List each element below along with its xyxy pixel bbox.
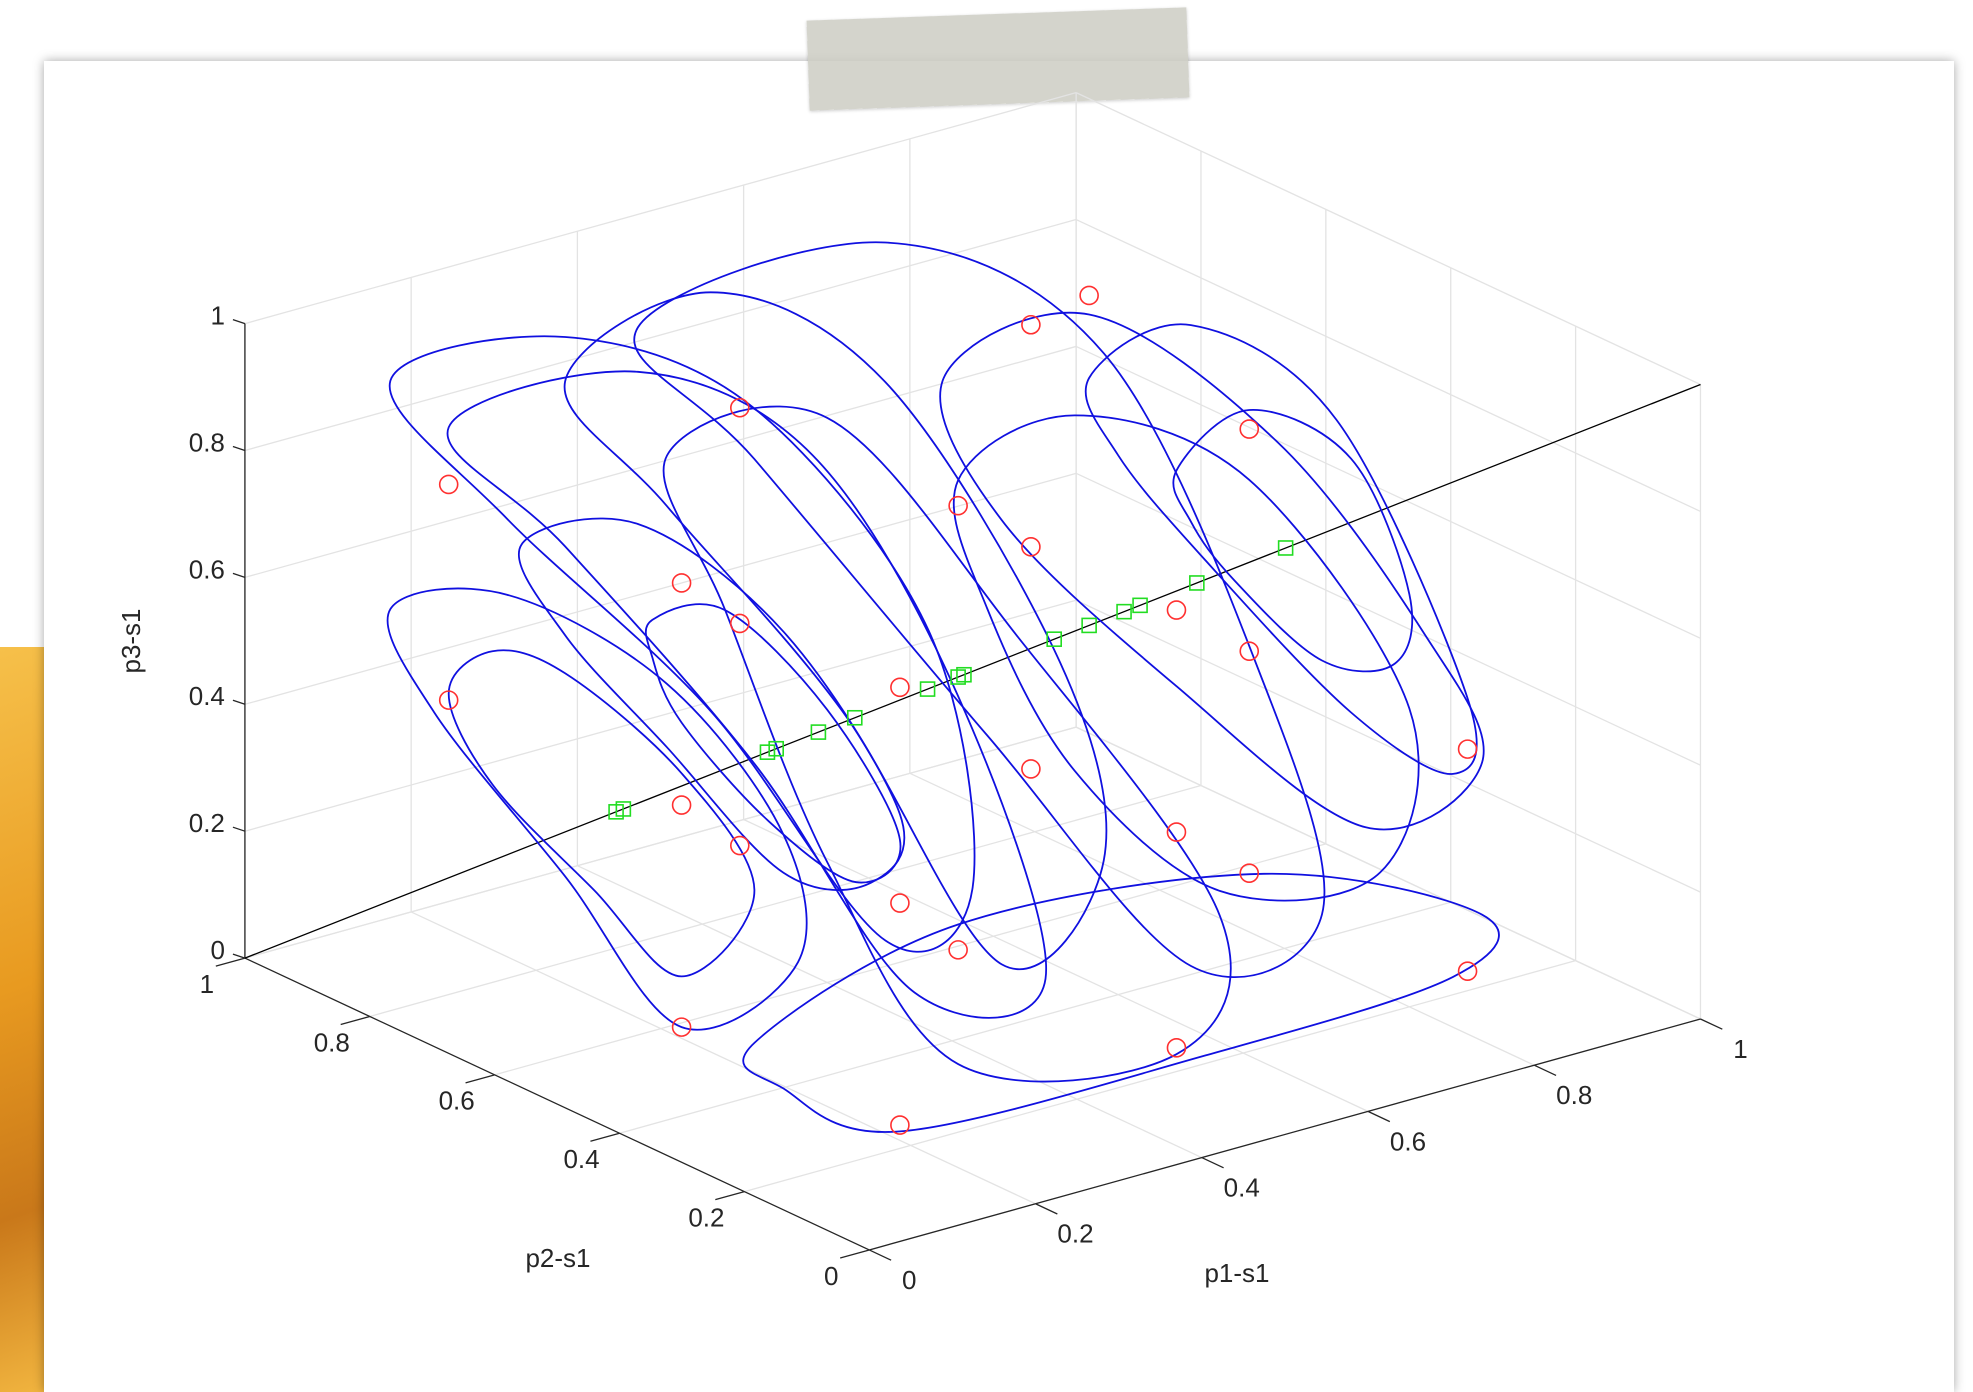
x-tick-label: 0.4 (1224, 1172, 1260, 1202)
trajectory (646, 604, 901, 882)
circle-marker (891, 894, 909, 912)
y-tick-label: 0.6 (439, 1086, 475, 1116)
z-tick-label: 0 (210, 935, 224, 965)
y-tick (840, 1250, 869, 1258)
grid-line (1076, 220, 1700, 512)
grid-line (245, 600, 1076, 831)
grid-line (245, 346, 1076, 577)
grid-line (245, 93, 1076, 324)
x-tick-label: 0 (902, 1265, 916, 1295)
z-tick (233, 954, 245, 958)
x-tick (1368, 1111, 1390, 1121)
circle-marker (1080, 286, 1098, 304)
y-tick-label: 1 (200, 969, 214, 999)
grid-line (245, 727, 1076, 958)
circle-marker (949, 941, 967, 959)
z-tick-label: 1 (210, 300, 224, 330)
z-tick-label: 0.2 (189, 808, 225, 838)
circle-marker (1459, 962, 1477, 980)
circle-marker (673, 796, 691, 814)
y-axis-label: p2-s1 (525, 1243, 590, 1273)
z-axis-label: p3-s1 (116, 608, 146, 673)
trajectory (447, 371, 1046, 1018)
x-tick (1036, 1204, 1058, 1214)
x-tick (1534, 1065, 1556, 1075)
y-tick-label: 0.2 (688, 1202, 724, 1232)
x-axis (869, 1019, 1700, 1250)
grid-line (577, 866, 1201, 1158)
x-tick-label: 0.6 (1390, 1126, 1426, 1156)
x-tick (1700, 1019, 1722, 1029)
trajectory (390, 336, 975, 952)
x-tick-label: 0.8 (1556, 1080, 1592, 1110)
z-tick (233, 320, 245, 324)
trajectory (663, 406, 1230, 1081)
y-tick-label: 0.4 (563, 1144, 599, 1174)
chart: p1-s1 p2-s1 p3-s1 0 0.2 0.4 0.6 0.8 1 0 0.2 0.4 0… (0, 0, 1973, 1392)
z-tick-label: 0.8 (189, 427, 225, 457)
grid-line (1076, 346, 1700, 638)
z-tick (233, 573, 245, 577)
circle-marker (440, 475, 458, 493)
grid-line (411, 912, 1035, 1204)
grid-line (370, 786, 1201, 1017)
x-tick-label: 1 (1733, 1034, 1747, 1064)
diagonal-line (245, 385, 1701, 959)
trajectory (634, 242, 1324, 977)
x-tick-label: 0.2 (1057, 1219, 1093, 1249)
x-axis-label: p1-s1 (1204, 1258, 1269, 1288)
grid-line (744, 820, 1368, 1112)
z-tick (233, 446, 245, 450)
z-tick (233, 827, 245, 831)
circle-marker (731, 837, 749, 855)
y-axis (245, 958, 869, 1250)
y-tick-label: 0 (824, 1261, 838, 1291)
circle-marker (1459, 740, 1477, 758)
z-tick (233, 700, 245, 704)
grid-line (744, 961, 1575, 1192)
circle-marker (1167, 601, 1185, 619)
grid-line (1076, 600, 1700, 892)
grid-line (1076, 93, 1700, 385)
y-tick-label: 0.8 (314, 1027, 350, 1057)
grid-line (1076, 727, 1700, 1019)
z-tick-label: 0.6 (189, 554, 225, 584)
y-tick (341, 1016, 370, 1024)
z-tick-label: 0.4 (189, 681, 225, 711)
page: p1-s1 p2-s1 p3-s1 0 0.2 0.4 0.6 0.8 1 0 0.2 0.4 0… (0, 0, 1973, 1392)
grid-line (1076, 473, 1700, 765)
circle-marker (891, 678, 909, 696)
x-tick (869, 1250, 891, 1260)
grid-line (620, 902, 1451, 1133)
circle-marker (1240, 420, 1258, 438)
circle-marker (1022, 760, 1040, 778)
y-tick (715, 1192, 744, 1200)
x-tick (1202, 1158, 1224, 1168)
y-tick (590, 1133, 619, 1141)
y-tick (466, 1075, 495, 1083)
